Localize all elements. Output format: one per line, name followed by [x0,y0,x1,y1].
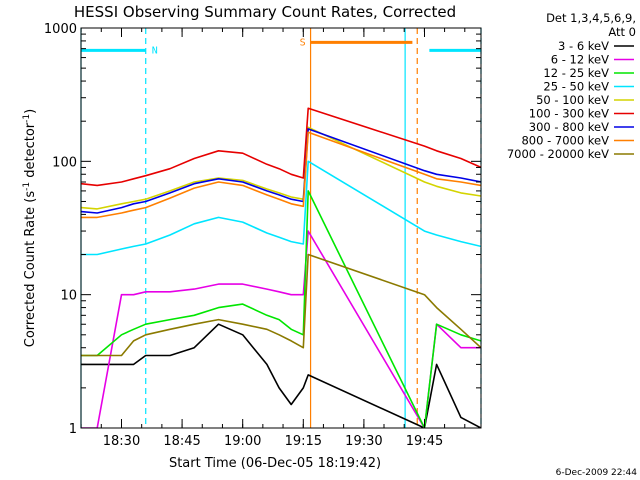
legend-entry-label-0: 3 - 6 keV [558,39,609,53]
legend-entry-label-7: 800 - 7000 keV [521,134,609,148]
series-group [81,107,481,428]
series-line-6 [81,128,481,214]
axes: 18:30 18:45 19:00 19:15 19:30 19:45 1 10 100 1000 [44,22,482,449]
y-tick-label-3: 1000 [44,22,77,37]
y-axis-label-part1: Corrected Count Rate (s [23,191,38,348]
y-axis-label-sup1: -1 [22,182,32,191]
y-tick-label-0: 1 [69,422,77,437]
x-tick-label-5: 19:45 [406,434,443,449]
x-tick-label-0: 18:30 [103,434,140,449]
legend-header-attenuator: Att 0 [608,25,636,39]
y-axis-label: Corrected Count Rate (s-1 detector-1) [22,109,38,347]
legend-entry-label-3: 25 - 50 keV [543,80,609,94]
series-line-5 [81,107,481,187]
legend-entry-label-5: 100 - 300 keV [529,107,609,121]
flag-label-1: S [300,37,306,48]
y-axis-label-part3: ) [23,109,38,114]
legend-entry-label-1: 6 - 12 keV [551,53,609,67]
legend-entry-label-6: 300 - 800 keV [529,120,609,134]
plot-frame [80,27,482,429]
x-tick-label-4: 19:30 [345,434,382,449]
y-axis-label-sup2: -1 [22,114,32,123]
series-line-2 [81,190,481,428]
legend-entry-label-4: 50 - 100 keV [536,93,609,107]
series-line-0 [81,323,481,428]
flag-label-0: N [152,45,158,56]
series-line-8 [81,253,481,357]
x-tick-label-2: 19:00 [224,434,261,449]
generation-timestamp: 6-Dec-2009 22:44 [556,468,638,478]
y-tick-label-1: 10 [60,289,77,304]
x-tick-label-1: 18:45 [163,434,200,449]
series-line-7 [81,131,481,219]
series-line-3 [81,160,481,256]
legend-entry-label-2: 12 - 25 keV [543,66,609,80]
series-line-1 [81,230,481,428]
x-axis-label: Start Time (06-Dec-05 18:19:42) [169,456,381,471]
y-tick-label-2: 100 [52,155,77,170]
y-axis-label-part2: detector [23,122,38,182]
plot-area: NS [80,28,482,428]
chart-title: HESSI Observing Summary Count Rates, Cor… [74,3,456,21]
legend-header-detectors: Det 1,3,4,5,6,9, [546,11,636,25]
x-tick-label-3: 19:15 [285,434,322,449]
series-line-4 [81,126,481,210]
legend-entry-label-8: 7000 - 20000 keV [507,147,609,161]
